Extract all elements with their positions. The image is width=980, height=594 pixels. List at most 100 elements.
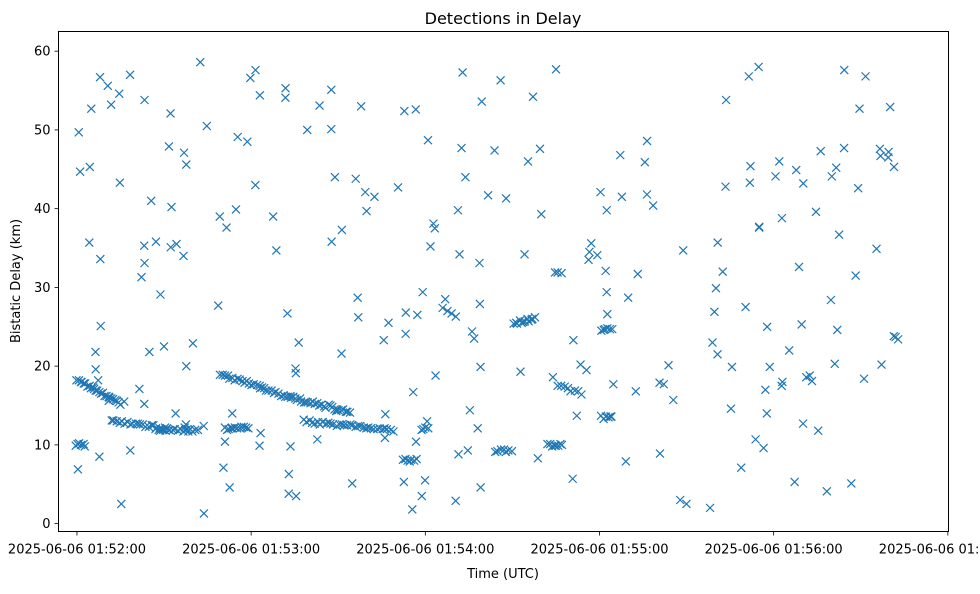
data-point: [851, 271, 861, 281]
data-point: [409, 456, 419, 466]
data-point: [827, 171, 837, 181]
x-tick-label: 2025-06-06 01:57:00: [879, 543, 980, 558]
data-point: [631, 386, 641, 396]
data-point: [188, 427, 197, 436]
x-tick-label: 2025-06-06 01:53:00: [182, 543, 320, 558]
data-point: [496, 75, 506, 85]
data-point: [190, 425, 200, 435]
data-point: [224, 374, 234, 384]
data-point: [345, 419, 355, 429]
data-point: [312, 434, 322, 444]
data-point: [875, 144, 885, 154]
data-point: [181, 160, 191, 169]
data-point: [114, 89, 124, 99]
data-point: [713, 349, 722, 359]
data-point: [736, 463, 746, 473]
data-point: [108, 416, 118, 425]
data-point: [94, 452, 104, 462]
data-point: [137, 272, 146, 282]
chart-title: Detections in Delay: [425, 9, 582, 28]
data-point: [718, 267, 728, 277]
data-point: [473, 423, 483, 433]
data-point: [356, 101, 366, 111]
data-point: [213, 301, 223, 310]
data-point: [604, 412, 613, 422]
data-point: [257, 382, 267, 392]
data-point: [418, 287, 428, 297]
data-point: [709, 307, 719, 317]
y-axis-ticks: 0 10 20 30 40 50 60: [34, 45, 59, 532]
data-point: [195, 57, 205, 67]
data-point: [271, 245, 281, 255]
data-point: [330, 172, 340, 182]
data-point: [255, 90, 265, 100]
data-point: [401, 308, 411, 318]
data-point: [798, 419, 808, 429]
data-point: [607, 324, 617, 334]
data-point: [135, 419, 145, 429]
data-point: [721, 182, 730, 192]
data-point: [530, 312, 540, 322]
data-point: [220, 437, 230, 447]
data-point: [231, 205, 241, 214]
data-point: [617, 192, 627, 202]
data-point: [872, 244, 881, 254]
data-point: [75, 167, 85, 177]
data-point: [146, 196, 156, 206]
data-point: [93, 375, 103, 385]
data-point: [607, 412, 616, 421]
data-point: [762, 322, 772, 332]
data-point: [85, 162, 95, 172]
data-point: [713, 238, 723, 247]
data-point: [199, 508, 209, 518]
data-point: [353, 421, 363, 431]
data-point: [475, 299, 485, 309]
data-point: [74, 127, 84, 137]
data-point: [509, 319, 519, 329]
data-point: [353, 312, 363, 322]
data-point: [95, 72, 105, 82]
data-point: [284, 469, 294, 479]
data-point: [411, 437, 421, 447]
data-point: [180, 423, 190, 432]
data-point: [171, 408, 181, 418]
data-point: [362, 206, 371, 216]
data-point: [202, 121, 212, 131]
data-point: [438, 303, 448, 313]
data-point: [95, 254, 105, 264]
data-point: [655, 378, 664, 388]
data-point: [342, 407, 352, 417]
data-point: [533, 453, 543, 463]
data-point: [103, 81, 113, 91]
data-point: [754, 222, 764, 232]
data-point: [527, 314, 537, 324]
data-point: [455, 249, 464, 259]
data-point: [602, 287, 612, 297]
data-point: [483, 190, 493, 200]
data-point: [86, 383, 96, 393]
data-point: [166, 242, 176, 252]
data-point: [181, 361, 191, 371]
data-point: [151, 424, 160, 434]
data-point: [463, 445, 473, 455]
data-point: [490, 145, 499, 155]
data-point: [139, 241, 149, 251]
data-point: [807, 376, 817, 386]
data-point: [281, 93, 290, 103]
data-point: [830, 359, 840, 369]
data-point: [144, 347, 154, 357]
data-point: [570, 386, 580, 395]
data-point: [199, 421, 209, 431]
data-point: [648, 201, 658, 210]
data-point: [379, 335, 389, 345]
data-point: [326, 85, 336, 95]
data-point: [889, 162, 899, 172]
data-point: [188, 338, 198, 348]
data-point: [360, 187, 370, 197]
data-point: [140, 95, 149, 105]
data-point: [877, 360, 886, 369]
data-point: [179, 148, 189, 158]
data-point: [839, 65, 849, 75]
data-point: [876, 151, 885, 161]
